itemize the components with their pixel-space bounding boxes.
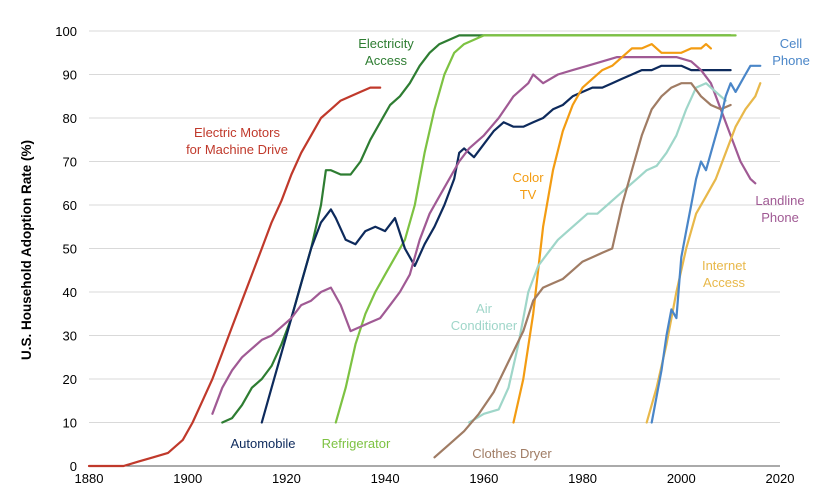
series-label-internet-access: Internet Access: [702, 258, 746, 290]
y-tick-label: 60: [63, 198, 77, 213]
series-line-air-conditioner: [468, 82, 727, 424]
series-line-color-tv: [512, 43, 712, 424]
y-tick-label: 40: [63, 285, 77, 300]
series-line-landline-phone: [211, 56, 757, 415]
series-label-line: Automobile: [230, 436, 295, 451]
series-label-line: Access: [703, 275, 745, 290]
series-line-electricity-access: [221, 34, 732, 424]
grid-lines: [89, 30, 780, 467]
series-label-line: Color: [512, 170, 544, 185]
series-line-clothes-dryer: [433, 82, 732, 459]
series-line-refrigerator: [334, 34, 737, 424]
x-tick-label: 1940: [371, 471, 400, 486]
x-tick-label: 2000: [667, 471, 696, 486]
series-label-line: Internet: [702, 258, 746, 273]
y-axis: 0 10 20 30 40 50 60 70 80 90 100: [55, 24, 77, 474]
y-tick-label: 70: [63, 155, 77, 170]
series-label-landline-phone: Landline Phone: [755, 193, 804, 225]
series-line-automobile: [260, 64, 732, 424]
x-tick-label: 1960: [469, 471, 498, 486]
y-tick-label: 30: [63, 329, 77, 344]
x-tick-label: 1980: [568, 471, 597, 486]
series-label-line: TV: [520, 187, 537, 202]
series-label-line: for Machine Drive: [186, 142, 288, 157]
y-axis-label: U.S. Household Adoption Rate (%): [19, 140, 34, 360]
series-label-line: Cell: [780, 36, 803, 51]
series-label-line: Refrigerator: [322, 436, 391, 451]
series-label-line: Electricity: [358, 36, 414, 51]
y-tick-label: 100: [55, 24, 77, 39]
series-label-line: Landline: [755, 193, 804, 208]
series-label-line: Access: [365, 53, 407, 68]
series-label-electric-motors-for-machine-drive: Electric Motors for Machine Drive: [186, 125, 288, 157]
series-lines: [87, 34, 762, 468]
y-tick-label: 20: [63, 372, 77, 387]
y-tick-label: 50: [63, 242, 77, 257]
series-label-clothes-dryer: Clothes Dryer: [472, 446, 552, 461]
y-tick-label: 90: [63, 68, 77, 83]
y-tick-label: 0: [70, 459, 77, 474]
x-axis: 1880 1900 1920 1940 1960 1980 2000 2020: [75, 471, 795, 486]
series-label-line: Conditioner: [451, 318, 518, 333]
series-label-refrigerator: Refrigerator: [322, 436, 391, 451]
series-labels: Electric Motors for Machine DriveElectric…: [186, 36, 810, 461]
x-tick-label: 1880: [75, 471, 104, 486]
series-label-air-conditioner: Air Conditioner: [451, 301, 518, 333]
series-label-line: Phone: [772, 53, 810, 68]
series-label-cell-phone: Cell Phone: [772, 36, 810, 68]
series-label-automobile: Automobile: [230, 436, 295, 451]
series-line-cell-phone: [650, 64, 762, 424]
series-label-line: Clothes Dryer: [472, 446, 552, 461]
series-label-line: Phone: [761, 210, 799, 225]
series-label-electricity-access: Electricity Access: [358, 36, 414, 68]
series-label-line: Air: [476, 301, 493, 316]
x-tick-label: 1900: [173, 471, 202, 486]
series-line-electric-motors-for-machine-drive: [87, 86, 382, 468]
series-line-internet-access: [645, 82, 762, 424]
series-label-line: Electric Motors: [194, 125, 280, 140]
y-tick-label: 10: [63, 416, 77, 431]
series-label-color-tv: Color TV: [512, 170, 544, 202]
x-tick-label: 2020: [766, 471, 795, 486]
y-tick-label: 80: [63, 111, 77, 126]
x-tick-label: 1920: [272, 471, 301, 486]
